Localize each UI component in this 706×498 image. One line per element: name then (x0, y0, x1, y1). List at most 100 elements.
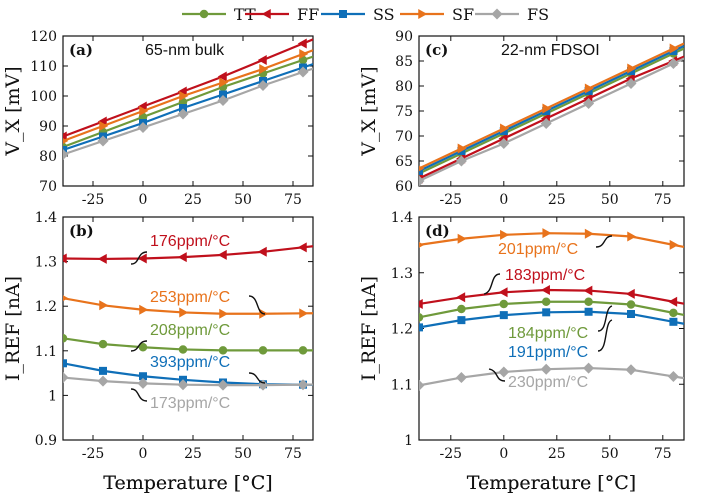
y-tick-label: 120 (30, 29, 57, 45)
legend-marker (491, 8, 503, 20)
panel-label: (d) (425, 222, 450, 240)
data-point-sf (99, 300, 109, 311)
panel-a: -25 0 25 50 75 70 80 90 100 110 120 V_X [mV] (a) 65-n… (2, 29, 314, 494)
data-point-fs (217, 379, 229, 391)
annotation-bracket (130, 251, 148, 265)
series-group (63, 242, 313, 391)
data-point-fs (419, 175, 425, 186)
annotation-bracket (483, 273, 501, 295)
data-point-ss (63, 359, 67, 368)
series-group (63, 38, 313, 160)
data-point-sf (542, 103, 552, 114)
panel-d: -25 0 25 50 75 1 1.1 1.2 1.3 1.4 I_REF [nA] (d) Temp… (358, 210, 685, 494)
y-tick-label: 1.1 (391, 377, 413, 393)
annotation-text: 208ppm/°C (150, 322, 230, 339)
y-tick-label: 1.4 (35, 210, 57, 226)
data-point-ff (297, 242, 307, 253)
data-point-sf (63, 295, 69, 302)
data-point-sf (419, 241, 425, 248)
data-point-sf (500, 123, 510, 134)
data-point-ff (625, 288, 635, 299)
x-tick-label: 50 (234, 192, 252, 208)
x-tick-label: -25 (440, 192, 463, 208)
legend-entry-sf: SF (400, 5, 474, 24)
annotation-ss: 191ppm/°C (508, 319, 613, 361)
legend-label: SF (452, 5, 474, 24)
data-point-ff (217, 71, 227, 82)
y-axis-label: I_REF [nA] (358, 276, 380, 381)
series-group (419, 228, 684, 391)
data-point-sf (542, 228, 552, 239)
annotation-sf: 253ppm/°C (150, 289, 266, 315)
data-point-sf (179, 307, 189, 318)
data-point-ss (419, 323, 423, 332)
y-axis-label: I_REF [nA] (2, 276, 24, 381)
data-point-fs (97, 135, 109, 147)
data-point-sf (179, 91, 189, 101)
x-tick-label: 50 (234, 446, 252, 462)
data-point-sf (139, 106, 149, 116)
series-line-fs (419, 57, 684, 182)
panel-title: 22-nm FDSOI (501, 42, 600, 59)
x-tick-label: 50 (601, 446, 619, 462)
annotation-text: 201ppm/°C (498, 241, 578, 258)
x-tick-label: 0 (499, 446, 508, 462)
series-line-sf (63, 49, 313, 143)
data-point-sf (627, 231, 637, 242)
x-axis-label: Temperature [°C] (103, 472, 272, 494)
data-point-fs (455, 155, 467, 167)
data-point-sf (500, 229, 510, 240)
y-tick-label: 1 (404, 433, 413, 449)
data-point-fs (257, 379, 269, 391)
annotation-bracket (130, 388, 148, 402)
series-line-tt (419, 47, 684, 175)
data-point-fs (667, 58, 679, 69)
y-tick-label: 75 (395, 104, 413, 120)
panel-label: (c) (425, 41, 448, 59)
data-point-ff (297, 38, 307, 49)
x-tick-label: 0 (139, 192, 148, 208)
data-point-sf (669, 239, 679, 250)
legend: TT FF SS SF FS (182, 5, 549, 24)
y-tick-label: 100 (30, 89, 57, 105)
x-axis-label: Temperature [°C] (467, 472, 636, 494)
data-point-sf (299, 49, 309, 59)
data-point-ff (456, 292, 466, 303)
panel-c: -25 0 25 50 75 60 65 70 75 80 85 90 V_X [mV] (c) 22-nm… (358, 29, 685, 494)
annotation-tt: 208ppm/°C (130, 322, 230, 352)
series-line-ff (419, 288, 684, 306)
data-point-sf (457, 233, 467, 244)
x-tick-label: -25 (82, 192, 105, 208)
x-tick-label: -25 (82, 446, 105, 462)
data-point-sf (419, 165, 425, 172)
legend-marker (199, 9, 209, 19)
data-point-tt (669, 308, 678, 318)
data-point-fs (583, 98, 595, 109)
y-tick-label: 110 (30, 59, 57, 75)
legend-label: TT (234, 5, 256, 24)
data-point-sf (584, 83, 594, 94)
annotation-text: 253ppm/°C (150, 289, 230, 306)
legend-label: FS (527, 5, 549, 24)
x-tick-label: 25 (184, 446, 202, 462)
annotation-fs: 230ppm/°C (488, 368, 588, 391)
data-point-tt (218, 346, 228, 355)
data-point-ss (542, 308, 551, 317)
data-point-ff (668, 296, 678, 307)
y-axis-label: V_X [mV] (358, 66, 380, 156)
annotation-text: 183ppm/°C (505, 267, 585, 284)
legend-marker (339, 10, 347, 18)
x-tick-label: 0 (139, 446, 148, 462)
data-point-tt (138, 342, 148, 352)
legend-entry-tt: TT (182, 5, 256, 24)
y-tick-label: 1.1 (35, 344, 57, 360)
annotation-bracket (595, 235, 613, 248)
data-point-tt (541, 297, 551, 306)
legend-marker (261, 9, 271, 19)
data-point-ff (217, 249, 227, 260)
annotation-tt: 184ppm/°C (508, 305, 613, 342)
annotation-bracket (597, 319, 613, 352)
panel-label: (b) (69, 222, 94, 240)
